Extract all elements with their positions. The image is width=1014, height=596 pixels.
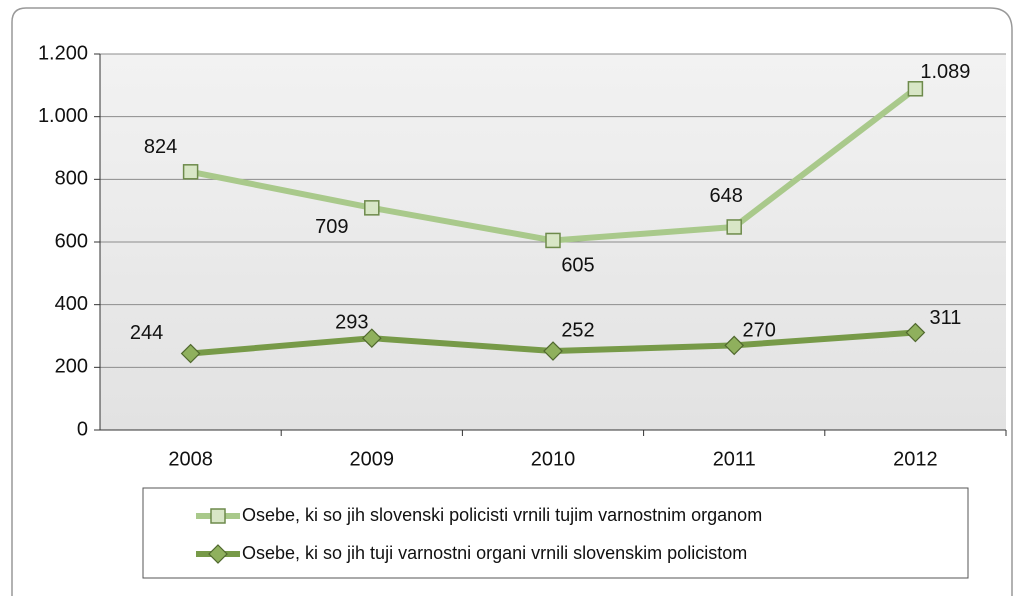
data-label: 293 <box>335 311 368 333</box>
marker <box>543 341 563 361</box>
marker <box>180 343 201 364</box>
marker <box>210 508 226 524</box>
y-tick-label: 1.200 <box>38 42 88 64</box>
marker <box>724 335 745 356</box>
data-label: 270 <box>743 320 776 342</box>
marker <box>905 322 926 343</box>
marker <box>361 328 382 349</box>
frame <box>11 7 1013 596</box>
y-tick-label: 200 <box>55 356 88 378</box>
x-tick-label: 2011 <box>713 448 756 470</box>
data-label: 244 <box>130 322 163 344</box>
marker <box>208 544 228 564</box>
data-label: 1.089 <box>920 61 970 83</box>
marker <box>182 164 199 180</box>
marker <box>726 219 742 235</box>
marker <box>364 200 380 216</box>
legend-text: Osebe, ki so jih tuji varnostni organi v… <box>242 543 747 563</box>
legend-text: Osebe, ki so jih slovenski policisti vrn… <box>242 505 762 525</box>
data-label: 709 <box>315 216 348 238</box>
y-tick-label: 400 <box>55 293 88 315</box>
marker <box>907 81 924 97</box>
x-tick-label: 2008 <box>168 448 213 470</box>
x-tick-label: 2010 <box>531 448 576 470</box>
data-label: 824 <box>144 136 177 158</box>
x-tick-label: 2009 <box>350 448 395 470</box>
y-tick-label: 0 <box>77 418 88 440</box>
y-tick-label: 800 <box>55 168 88 190</box>
data-label: 605 <box>561 255 594 277</box>
legend-box <box>142 487 969 579</box>
y-tick-label: 600 <box>55 230 88 252</box>
y-tick-label: 1.000 <box>38 105 88 127</box>
data-label: 311 <box>929 307 961 329</box>
x-tick-label: 2012 <box>893 448 938 470</box>
data-label: 648 <box>710 185 743 207</box>
marker <box>545 232 561 249</box>
data-label: 252 <box>561 319 594 341</box>
